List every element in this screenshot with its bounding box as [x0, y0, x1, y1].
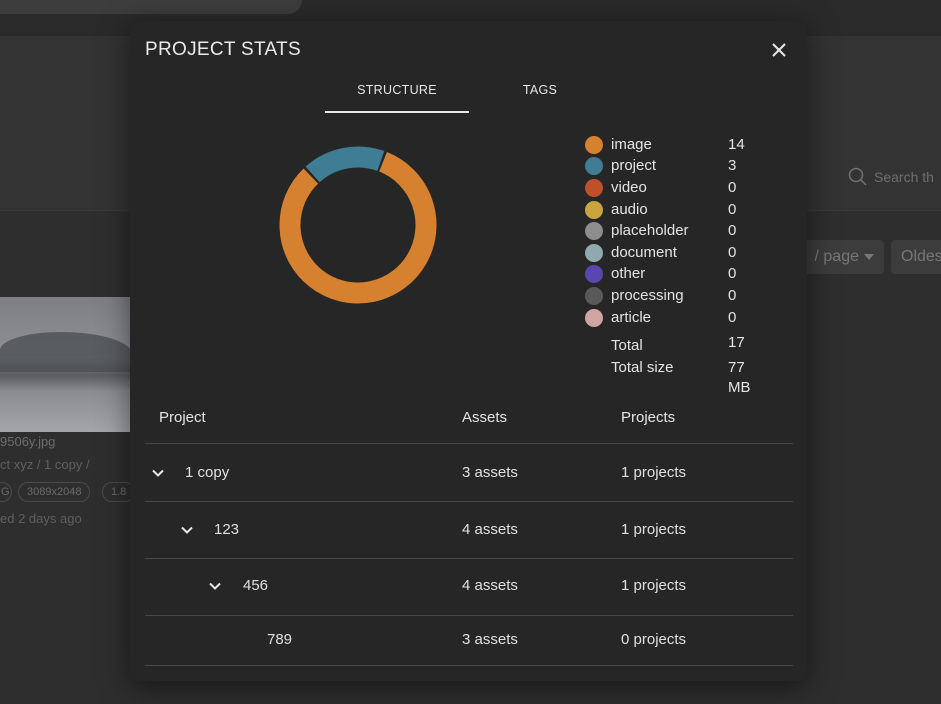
project-count: 1 projects: [621, 521, 687, 538]
tab-tags[interactable]: TAGS: [522, 83, 558, 97]
asset-type-donut-chart: [279, 146, 437, 304]
project-name: 1 copy: [185, 464, 230, 481]
project-stats-modal: PROJECT STATS STRUCTURE TAGS image 14 pr…: [130, 21, 807, 681]
active-tab-indicator: [325, 111, 469, 113]
column-header-project: Project: [159, 409, 206, 426]
sort-label: Oldes: [901, 248, 941, 265]
close-button[interactable]: [768, 39, 790, 61]
asset-filename: 9506y.jpg: [0, 434, 56, 449]
legend-label: article: [611, 309, 652, 326]
legend-item-placeholder: placeholder 0: [585, 221, 736, 241]
asset-count: 3 assets: [462, 464, 518, 481]
column-header-assets: Assets: [462, 409, 508, 426]
divider: [145, 665, 793, 666]
project-name: 123: [214, 521, 240, 538]
legend-swatch: [585, 157, 603, 175]
asset-type-chip: G: [0, 482, 12, 502]
legend-item-video: video 0: [585, 178, 736, 198]
legend-count: 0: [728, 309, 737, 326]
donut-slice-image: [279, 152, 437, 304]
thumbnail-landscape: [0, 332, 132, 372]
legend-count: 3: [728, 157, 737, 174]
total-size-label: Total size: [611, 359, 674, 376]
legend-swatch: [585, 244, 603, 262]
project-name: 456: [243, 577, 269, 594]
legend-item-article: article 0: [585, 308, 736, 328]
project-count: 1 projects: [621, 464, 687, 481]
project-count: 1 projects: [621, 577, 687, 594]
legend-count: 0: [728, 222, 737, 239]
project-name: 789: [267, 631, 293, 648]
divider: [145, 558, 793, 559]
tab-structure[interactable]: STRUCTURE: [357, 83, 437, 97]
total-count-row: Total 17: [611, 334, 745, 356]
asset-count: 4 assets: [462, 521, 518, 538]
legend-item-image: image 14: [585, 135, 745, 155]
asset-dimensions-chip: 3089x2048: [18, 482, 91, 502]
asset-search[interactable]: Search th: [848, 164, 941, 190]
legend-label: other: [611, 265, 646, 282]
caret-down-icon: [864, 254, 874, 260]
sort-select[interactable]: Oldes: [891, 240, 941, 274]
total-label: Total: [611, 337, 643, 354]
asset-path: ct xyz / 1 copy /: [0, 457, 90, 472]
asset-count: 4 assets: [462, 577, 518, 594]
asset-updated: ed 2 days ago: [0, 511, 82, 526]
legend-count: 0: [728, 287, 737, 304]
legend-item-document: document 0: [585, 243, 736, 263]
legend-swatch: [585, 222, 603, 240]
legend-swatch: [585, 309, 603, 327]
legend-count: 0: [728, 265, 737, 282]
legend-label: audio: [611, 201, 648, 218]
search-placeholder: Search th: [874, 169, 934, 185]
legend-count: 14: [728, 136, 745, 153]
asset-count: 3 assets: [462, 631, 518, 648]
legend-swatch: [585, 201, 603, 219]
legend-swatch: [585, 265, 603, 283]
legend-swatch: [585, 136, 603, 154]
legend-item-processing: processing 0: [585, 286, 736, 306]
chevron-down-icon[interactable]: [208, 579, 222, 593]
legend-count: 0: [728, 179, 737, 196]
legend-label: image: [611, 136, 652, 153]
legend-swatch: [585, 287, 603, 305]
legend-count: 0: [728, 201, 737, 218]
legend-item-other: other 0: [585, 264, 736, 284]
legend-swatch: [585, 179, 603, 197]
legend-label: video: [611, 179, 647, 196]
top-search-bar[interactable]: [0, 0, 302, 14]
legend-label: placeholder: [611, 222, 689, 239]
chevron-down-icon[interactable]: [180, 523, 194, 537]
divider: [145, 501, 793, 502]
column-header-projects: Projects: [621, 409, 676, 426]
legend-count: 0: [728, 244, 737, 261]
legend-label: project: [611, 157, 657, 174]
legend-item-project: project 3: [585, 156, 736, 176]
total-size-row: Total size 77 MB: [611, 358, 751, 396]
close-icon: [772, 43, 786, 57]
search-icon: [848, 167, 867, 186]
chevron-down-icon[interactable]: [151, 466, 165, 480]
legend-item-audio: audio 0: [585, 200, 736, 220]
project-count: 0 projects: [621, 631, 687, 648]
per-page-label: / page: [814, 248, 859, 265]
legend-label: document: [611, 244, 677, 261]
divider: [145, 615, 793, 616]
total-size-value: 77 MB: [728, 359, 751, 396]
total-value: 17: [728, 334, 745, 351]
donut-slice-project: [305, 146, 385, 183]
modal-title: PROJECT STATS: [145, 39, 301, 60]
legend-label: processing: [611, 287, 684, 304]
divider: [145, 443, 793, 444]
